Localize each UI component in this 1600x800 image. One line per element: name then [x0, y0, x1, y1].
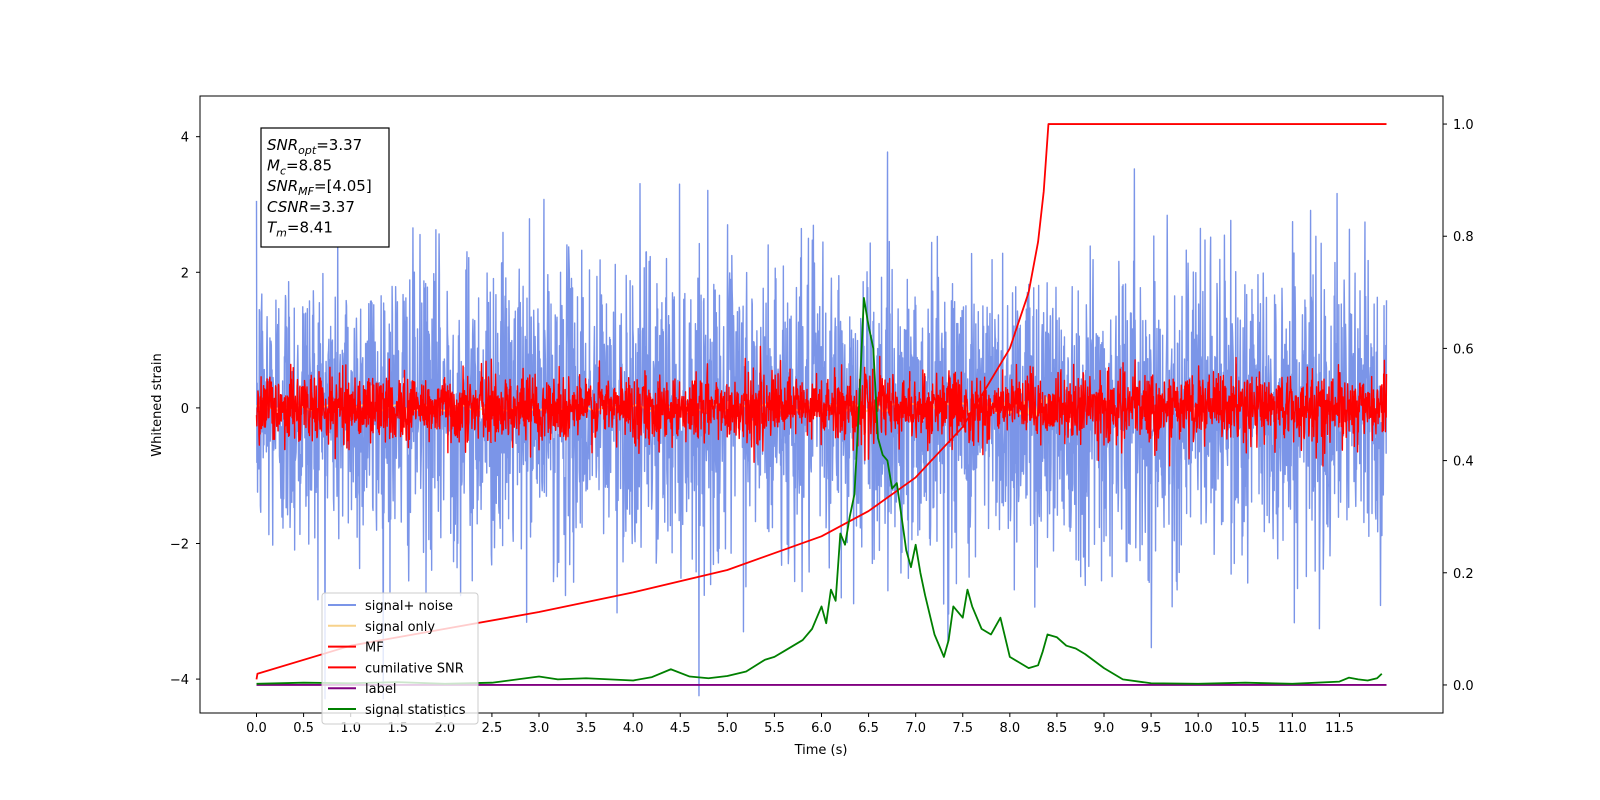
x-tick-label: 4.0	[623, 721, 644, 736]
x-tick-label: 0.5	[293, 721, 314, 736]
x-tick-label: 3.5	[576, 721, 597, 736]
x-axis-label: Time (s)	[794, 743, 848, 758]
x-tick-label: 3.0	[529, 721, 550, 736]
stats-line: CSNR=3.37	[267, 198, 355, 216]
x-tick-label: 7.0	[905, 721, 926, 736]
y-left-tick-label: 2	[181, 266, 189, 281]
x-tick-label: 10.0	[1184, 721, 1213, 736]
y-right-tick-label: 0.4	[1453, 455, 1474, 470]
y-right-tick-label: 0.8	[1453, 230, 1474, 245]
x-axis: 0.0 0.5 1.0 1.5 2.0 2.5 3.0 3.5 4.0 4.5 5.0 5.5 6.0 6…	[246, 713, 1354, 736]
x-tick-label: 2.5	[482, 721, 503, 736]
y-left-tick-label: −4	[170, 673, 189, 688]
legend-label: MF	[365, 641, 384, 656]
x-tick-label: 11.5	[1325, 721, 1354, 736]
stats-line: Tm=8.41	[267, 218, 333, 239]
y-axis-right: 1.0 0.8 0.6 0.4 0.2 0.0	[1443, 118, 1474, 694]
stats-line: SNRopt=3.37	[267, 136, 362, 157]
x-tick-label: 5.5	[764, 721, 785, 736]
x-tick-label: 1.0	[340, 721, 361, 736]
y-left-tick-label: 4	[181, 131, 189, 146]
x-tick-label: 6.5	[858, 721, 879, 736]
x-tick-label: 1.5	[387, 721, 408, 736]
x-tick-label: 4.5	[670, 721, 691, 736]
legend-frame	[321, 592, 479, 725]
x-tick-label: 8.5	[1047, 721, 1068, 736]
x-tick-label: 9.5	[1141, 721, 1162, 736]
x-tick-label: 8.0	[999, 721, 1020, 736]
legend-label: signal only	[365, 620, 435, 635]
legend-label: label	[365, 682, 396, 697]
x-tick-label: 10.5	[1231, 721, 1260, 736]
x-tick-label: 7.5	[952, 721, 973, 736]
stats-line: Mc=8.85	[267, 157, 332, 178]
y-axis-label-left: Whitened strain	[150, 353, 165, 456]
y-right-tick-label: 0.2	[1453, 567, 1474, 582]
y-left-tick-label: −2	[170, 537, 189, 552]
signal-statistics-series	[256, 297, 1383, 685]
mf-series	[255, 345, 1388, 467]
x-tick-label: 6.0	[811, 721, 832, 736]
y-right-tick-label: 1.0	[1453, 118, 1474, 133]
legend-label: signal statistics	[365, 703, 466, 718]
y-right-tick-label: 0.0	[1453, 679, 1474, 694]
legend-label: cumilative SNR	[365, 661, 464, 676]
legend-label: signal+ noise	[365, 599, 453, 614]
x-tick-label: 11.0	[1278, 721, 1307, 736]
x-tick-label: 5.0	[717, 721, 738, 736]
y-axis-left: 4 2 0 −2 −4	[170, 131, 200, 688]
stats-box-frame	[260, 127, 390, 248]
x-tick-label: 0.0	[246, 721, 267, 736]
legend: signal+ noise signal only MF cumilative SNR…	[321, 592, 479, 725]
stats-line: SNRMF=[4.05]	[267, 177, 372, 198]
x-tick-label: 2.0	[434, 721, 455, 736]
y-right-tick-label: 0.6	[1453, 342, 1474, 357]
x-tick-label: 9.0	[1094, 721, 1115, 736]
y-left-tick-label: 0	[181, 402, 189, 417]
